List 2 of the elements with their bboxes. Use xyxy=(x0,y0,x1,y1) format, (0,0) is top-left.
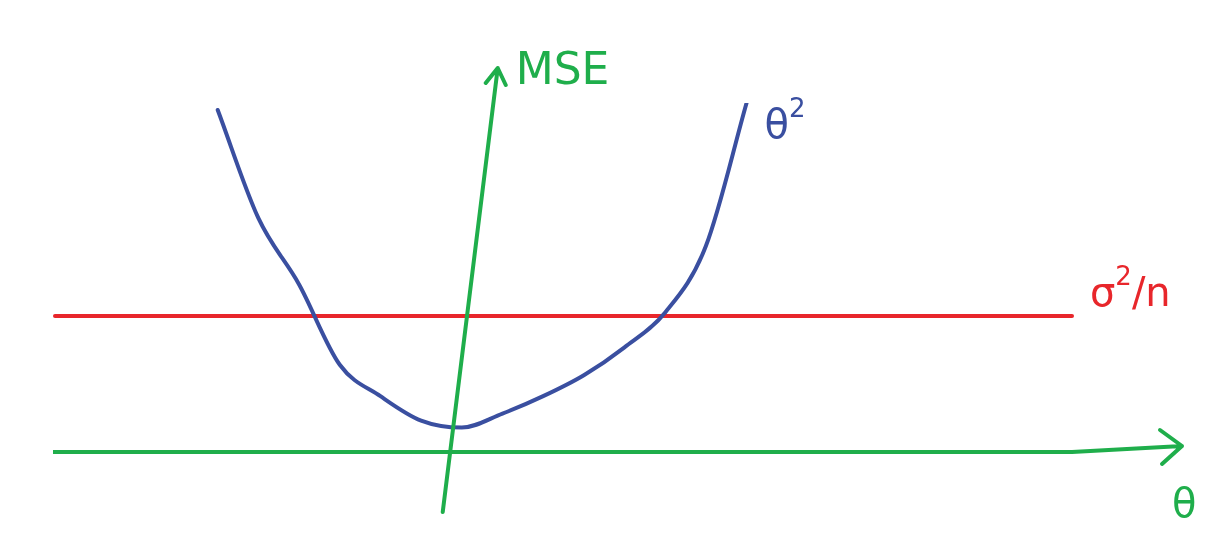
x-axis-title: θ xyxy=(1172,480,1197,527)
y-axis-title: MSE xyxy=(515,43,610,95)
